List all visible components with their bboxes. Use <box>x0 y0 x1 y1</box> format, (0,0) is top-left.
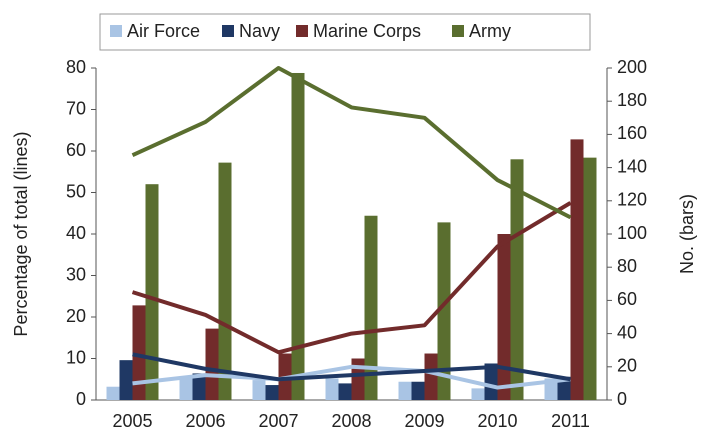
bar <box>557 376 571 400</box>
legend-label: Army <box>469 21 511 41</box>
bar <box>437 222 451 400</box>
line <box>131 66 572 220</box>
legend-swatch <box>222 25 234 37</box>
y2-tick-label: 100 <box>617 223 647 243</box>
bar <box>411 381 425 400</box>
legend-box <box>99 13 591 51</box>
legend-swatch <box>296 25 308 37</box>
line <box>131 201 572 355</box>
line <box>132 364 571 390</box>
bar <box>484 363 498 400</box>
legend-label: Air Force <box>127 21 200 41</box>
x-tick-label: 2008 <box>331 411 371 431</box>
bar <box>265 385 279 400</box>
bar <box>471 388 485 400</box>
bar <box>398 381 412 400</box>
y2-tick-label: 0 <box>617 389 627 409</box>
legend-swatch <box>452 25 464 37</box>
y-tick-label: 0 <box>76 389 86 409</box>
y2-tick-label: 40 <box>617 322 637 342</box>
bar <box>106 386 120 400</box>
line <box>132 352 571 382</box>
y-tick-label: 20 <box>66 306 86 326</box>
bar <box>325 378 339 400</box>
bar <box>218 162 232 400</box>
y2-tick-label: 160 <box>617 123 647 143</box>
bar <box>424 353 438 400</box>
bar <box>179 376 193 400</box>
x-tick-label: 2005 <box>112 411 152 431</box>
bar <box>205 328 219 400</box>
x-tick-label: 2009 <box>404 411 444 431</box>
bar <box>132 305 146 400</box>
bar <box>192 373 206 400</box>
y-tick-label: 40 <box>66 223 86 243</box>
y-tick-label: 60 <box>66 140 86 160</box>
x-tick-label: 2007 <box>258 411 298 431</box>
y-tick-label: 10 <box>66 347 86 367</box>
bar <box>351 358 365 400</box>
bar <box>338 383 352 400</box>
bar <box>497 234 511 400</box>
bar <box>364 215 378 400</box>
y2-tick-label: 140 <box>617 156 647 176</box>
bar <box>583 157 597 400</box>
bar <box>145 184 159 400</box>
y-tick-label: 50 <box>66 181 86 201</box>
bar <box>119 360 133 400</box>
y2-tick-label: 60 <box>617 289 637 309</box>
bar <box>570 139 584 400</box>
bar <box>510 159 524 400</box>
y2-tick-label: 180 <box>617 90 647 110</box>
y2-tick-label: 80 <box>617 256 637 276</box>
y2-axis-label: No. (bars) <box>677 194 697 274</box>
x-tick-label: 2006 <box>185 411 225 431</box>
x-tick-label: 2010 <box>477 411 517 431</box>
legend-label: Marine Corps <box>313 21 421 41</box>
y-tick-label: 80 <box>66 57 86 77</box>
legend-label: Navy <box>239 21 280 41</box>
y-axis-label: Percentage of total (lines) <box>11 131 31 336</box>
bar <box>252 380 266 400</box>
x-tick-label: 2011 <box>551 411 590 431</box>
y2-tick-label: 20 <box>617 356 637 376</box>
legend-swatch <box>110 25 122 37</box>
y2-tick-label: 120 <box>617 190 647 210</box>
y-tick-label: 70 <box>66 98 86 118</box>
y2-tick-label: 200 <box>617 57 647 77</box>
y-tick-label: 30 <box>66 264 86 284</box>
bar <box>291 72 305 400</box>
